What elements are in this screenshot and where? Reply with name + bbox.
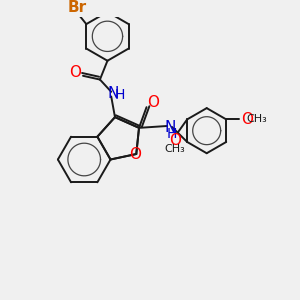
- Text: N: N: [164, 120, 176, 135]
- Text: CH₃: CH₃: [165, 145, 185, 154]
- Text: O: O: [70, 65, 82, 80]
- Text: O: O: [169, 133, 181, 148]
- Text: O: O: [147, 95, 159, 110]
- Text: Br: Br: [67, 0, 86, 15]
- Text: O: O: [241, 112, 253, 127]
- Text: H: H: [115, 88, 125, 102]
- Text: CH₃: CH₃: [247, 114, 268, 124]
- Text: H: H: [167, 128, 177, 141]
- Text: O: O: [129, 148, 141, 163]
- Text: N: N: [107, 86, 119, 101]
